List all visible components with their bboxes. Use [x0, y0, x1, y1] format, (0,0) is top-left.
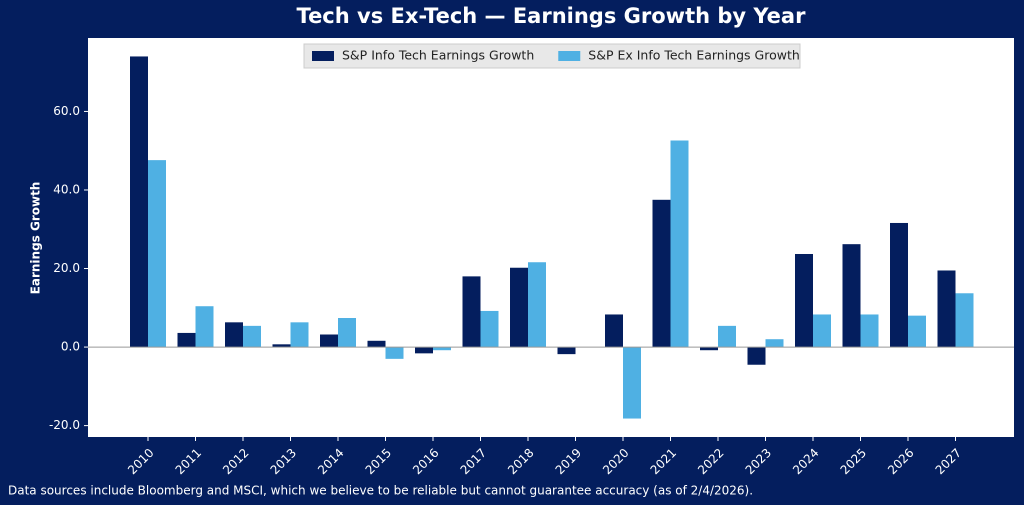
bar — [177, 332, 196, 348]
bar — [765, 339, 784, 348]
bar — [510, 267, 528, 348]
bar — [700, 347, 718, 351]
bar — [937, 270, 956, 348]
legend: S&P Info Tech Earnings Growth S&P Ex Info… — [303, 43, 801, 69]
legend-label: S&P Ex Info Tech Earnings Growth — [588, 48, 800, 63]
bar — [795, 253, 813, 348]
bar — [243, 325, 261, 348]
bar — [272, 344, 291, 348]
bar — [528, 262, 546, 348]
bar — [605, 314, 623, 348]
bar — [338, 318, 356, 348]
bar — [890, 222, 908, 348]
bar — [908, 315, 926, 348]
legend-swatch — [312, 51, 334, 61]
y-tick-label: 20.0 — [53, 261, 80, 275]
y-tick-label: 0.0 — [61, 340, 80, 354]
chart-title: Tech vs Ex-Tech — Earnings Growth by Yea… — [297, 4, 807, 28]
bar — [367, 340, 386, 348]
bar — [195, 306, 214, 348]
bar — [670, 140, 689, 348]
bar — [747, 347, 766, 365]
bar — [320, 334, 338, 348]
legend-label: S&P Info Tech Earnings Growth — [342, 48, 534, 63]
y-tick-label: 60.0 — [53, 104, 80, 118]
bar — [860, 314, 879, 348]
bar — [813, 314, 831, 348]
bar — [842, 244, 861, 348]
bar — [433, 347, 451, 351]
bar — [290, 322, 309, 348]
bar — [385, 347, 404, 359]
y-axis-label: Earnings Growth — [29, 182, 43, 295]
bar — [225, 322, 243, 348]
legend-box — [303, 43, 801, 69]
bar — [955, 293, 974, 348]
footnote: Data sources include Bloomberg and MSCI,… — [8, 484, 753, 498]
bar — [557, 347, 576, 355]
bar — [462, 276, 481, 348]
bar — [623, 347, 641, 419]
bar — [652, 199, 671, 348]
y-tick-label: 40.0 — [53, 182, 80, 196]
bar — [148, 160, 166, 348]
plot-area — [88, 38, 1014, 437]
bar — [718, 325, 736, 348]
bar — [480, 310, 499, 348]
bar — [415, 347, 433, 354]
legend-swatch — [558, 51, 581, 61]
bar — [130, 56, 148, 348]
y-tick-label: -20.0 — [49, 418, 80, 432]
